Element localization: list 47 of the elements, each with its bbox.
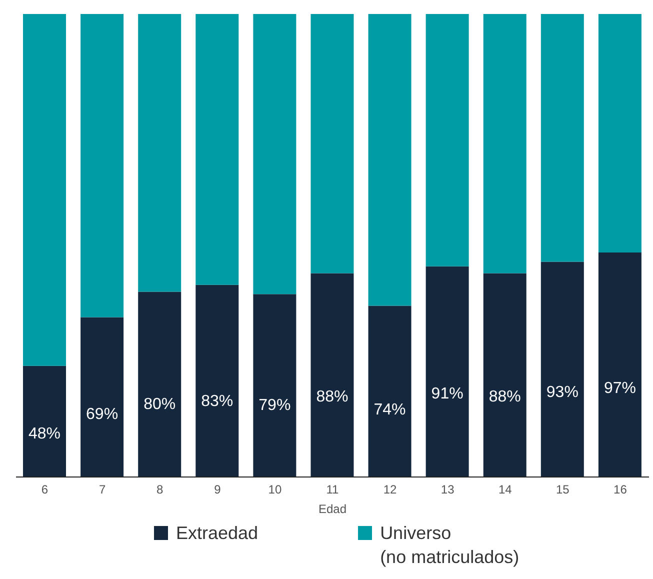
bar [310,273,354,477]
bar [253,294,296,477]
x-tick-label: 11 [326,482,340,497]
bar [80,14,124,318]
bar [483,273,526,477]
data-label: 79% [258,396,291,414]
x-tick-label: 13 [440,482,455,497]
x-tick-label: 9 [214,482,222,497]
data-label: 93% [546,384,578,401]
bar [598,252,642,477]
x-tick-label: 15 [556,482,570,497]
bar [368,306,412,477]
data-label: 69% [86,406,118,424]
x-tick-label: 10 [268,482,282,497]
bar [196,284,239,477]
data-label: 83% [201,393,234,410]
bar [368,14,412,306]
bar [426,266,469,477]
x-tick-label: 12 [383,482,398,497]
data-label: 74% [374,401,406,418]
bar [138,14,182,292]
data-label: 88% [316,388,348,406]
x-tick-label: 8 [156,482,164,497]
bar [426,14,469,266]
x-axis-title: Edad [318,502,347,516]
x-tick-label: 16 [614,482,628,497]
data-label: 91% [431,386,464,403]
data-label: 48% [28,426,61,443]
data-label: 80% [144,396,176,413]
legend-label: Extraedad [176,522,258,545]
bar [310,14,354,274]
bar [196,14,239,285]
bar [80,317,124,477]
bar [253,14,296,294]
bar [598,14,642,252]
bar [483,14,526,274]
bar [23,366,66,477]
bar [23,14,66,366]
legend-label: Universo (no matriculados) [380,522,520,569]
bar [540,262,584,477]
bar [540,14,584,262]
x-tick-label: 7 [98,482,106,497]
bar [138,292,182,477]
x-tick-label: 6 [41,482,48,497]
data-label: 97% [604,380,636,398]
x-tick-label: 14 [498,482,512,497]
data-label: 88% [488,388,521,406]
